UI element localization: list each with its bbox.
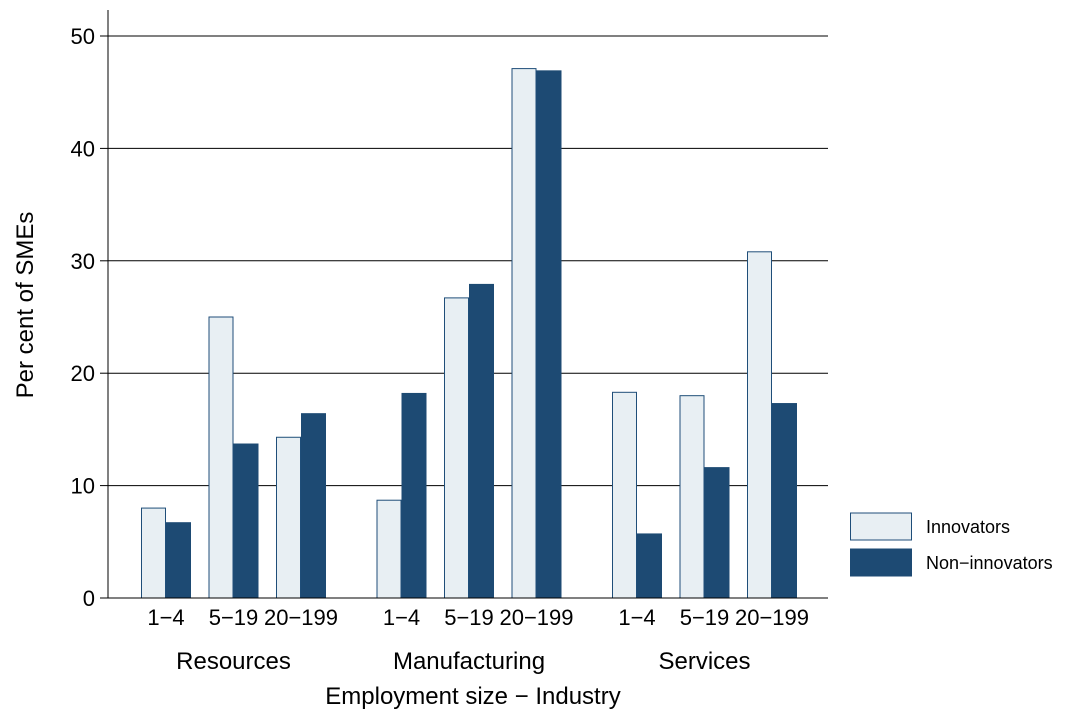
x-category-label: 20−199	[499, 605, 573, 630]
non-innovators-bar	[637, 533, 662, 599]
legend-label: Non−innovators	[926, 553, 1053, 573]
x-group-label: Manufacturing	[393, 648, 545, 675]
innovators-bar	[747, 251, 772, 599]
non-innovators-bar	[469, 283, 494, 599]
y-tick-label: 0	[83, 586, 95, 611]
x-category-label: 1−4	[383, 605, 420, 630]
non-innovators-bar	[233, 443, 259, 599]
innovators-bar	[612, 391, 637, 599]
x-category-label: 20−199	[264, 605, 338, 630]
innovators-bar	[511, 68, 537, 599]
non-innovators-bar	[772, 403, 797, 599]
legend-swatch-innovators	[850, 512, 912, 541]
y-tick-label: 30	[71, 249, 95, 274]
innovators-bar	[376, 499, 402, 599]
y-tick-label: 50	[71, 24, 95, 49]
non-innovators-bar	[536, 70, 562, 599]
bars	[141, 68, 797, 599]
axes	[107, 10, 828, 599]
x-group-label: Resources	[176, 648, 291, 675]
legend: Innovators Non−innovators	[850, 512, 1053, 577]
x-group-label: Services	[658, 648, 750, 675]
x-tick-labels: 1−4 5−19 20−199 1−4 5−19 20−199 1−4 5−19 20−199	[147, 605, 809, 630]
x-axis-label: Employment size − Industry	[325, 683, 620, 710]
legend-swatch-non-innovators	[850, 548, 912, 577]
legend-label: Innovators	[926, 517, 1010, 537]
y-tick-labels: 0 10 20 30 40 50	[71, 24, 108, 611]
x-category-label: 20−199	[735, 605, 809, 630]
y-tick-label: 40	[71, 136, 95, 161]
non-innovators-bar	[401, 392, 427, 599]
non-innovators-bar	[301, 413, 326, 599]
x-category-label: 5−19	[680, 605, 730, 630]
y-tick-label: 10	[71, 474, 95, 499]
innovators-bar	[208, 316, 234, 599]
x-group-labels: Resources Manufacturing Services	[176, 648, 750, 675]
y-axis-label: Per cent of SMEs	[12, 212, 39, 399]
non-innovators-bar	[166, 522, 191, 599]
innovators-bar	[141, 507, 166, 599]
x-category-label: 1−4	[147, 605, 184, 630]
innovators-bar	[444, 297, 469, 599]
x-category-label: 5−19	[209, 605, 259, 630]
y-tick-label: 20	[71, 361, 95, 386]
innovators-bar	[679, 395, 705, 599]
non-innovators-bar	[704, 467, 730, 599]
x-category-label: 1−4	[618, 605, 655, 630]
x-category-label: 5−19	[444, 605, 494, 630]
innovators-bar	[276, 436, 301, 599]
